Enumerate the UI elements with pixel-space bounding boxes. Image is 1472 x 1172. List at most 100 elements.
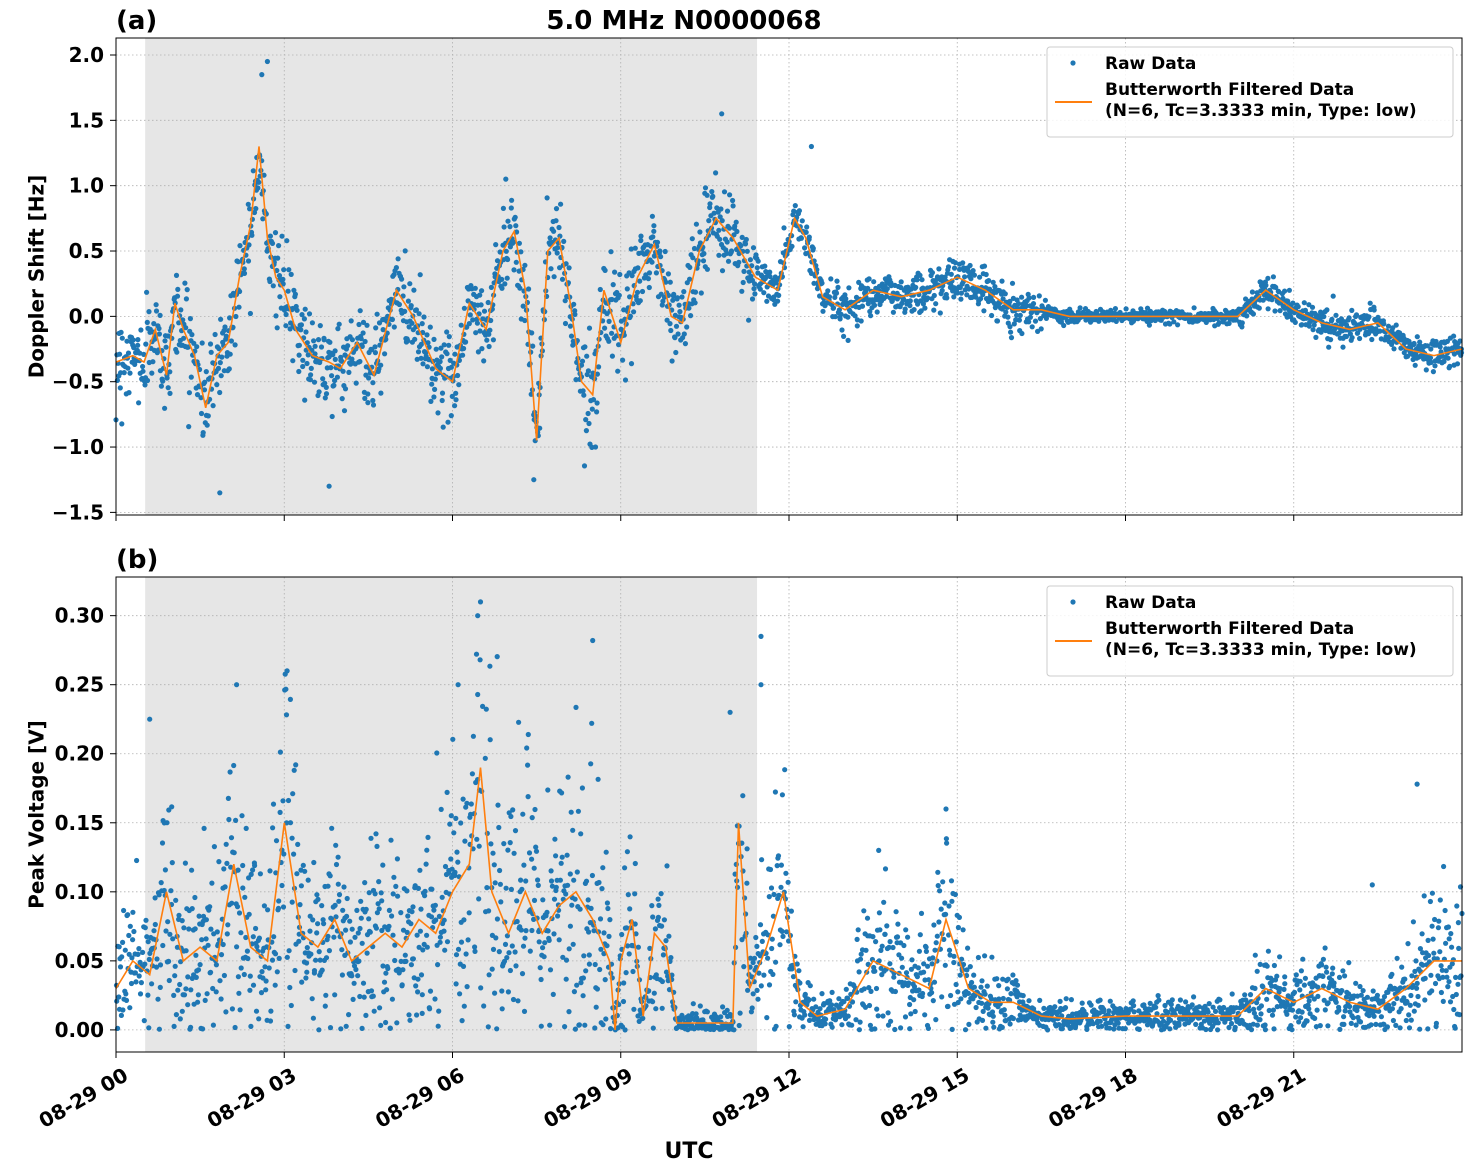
raw-data-point (704, 1009, 711, 1015)
raw-data-point (1191, 305, 1197, 311)
raw-data-point (137, 991, 144, 997)
raw-data-point (959, 956, 965, 962)
raw-data-point (366, 375, 372, 381)
raw-data-point (785, 879, 791, 885)
raw-data-point (872, 302, 878, 308)
raw-data-point (144, 289, 150, 295)
raw-data-point (556, 224, 562, 231)
raw-data-point (893, 909, 899, 915)
raw-data-point (829, 1002, 835, 1008)
raw-data-point (316, 389, 322, 395)
raw-data-point (118, 329, 124, 335)
raw-data-point (455, 372, 461, 379)
raw-data-point (1250, 311, 1256, 317)
raw-data-point (808, 270, 815, 276)
raw-data-point (714, 205, 720, 211)
raw-data-point (221, 866, 227, 872)
raw-data-point (384, 987, 390, 993)
raw-data-point (751, 286, 757, 292)
raw-data-point (837, 316, 843, 322)
raw-data-point (170, 936, 176, 942)
raw-data-point (232, 342, 238, 348)
raw-data-point (340, 368, 346, 374)
raw-data-point (291, 287, 297, 293)
raw-data-point (1299, 1009, 1305, 1015)
raw-data-point (165, 919, 171, 925)
chart-title: 5.0 MHz N0000068 (546, 6, 821, 36)
raw-data-point (1454, 903, 1460, 909)
raw-data-point (208, 926, 214, 932)
raw-data-point (964, 967, 970, 973)
y-tick-label: 0.00 (55, 1018, 104, 1042)
raw-data-point (1412, 362, 1418, 368)
raw-data-point (299, 312, 305, 318)
raw-data-point (160, 378, 166, 384)
raw-data-point (747, 257, 754, 263)
raw-data-point (274, 325, 280, 331)
raw-data-point (182, 860, 188, 866)
raw-data-point (432, 376, 438, 382)
raw-data-point (1294, 982, 1300, 988)
raw-data-point (140, 368, 146, 374)
y-tick-label: 0.05 (55, 949, 104, 973)
raw-data-point (197, 962, 203, 968)
raw-data-point (548, 868, 554, 874)
raw-data-point (473, 330, 479, 336)
raw-data-point (1042, 297, 1048, 303)
raw-data-point (419, 992, 425, 998)
raw-data-point (172, 300, 178, 306)
raw-data-point (401, 284, 407, 290)
raw-data-point (215, 365, 222, 371)
raw-data-point (244, 948, 250, 954)
raw-data-point (151, 321, 157, 327)
raw-data-point (179, 918, 185, 924)
raw-data-point (389, 316, 395, 323)
raw-data-point (1367, 300, 1373, 306)
raw-data-point (1433, 1020, 1439, 1026)
raw-data-point (650, 234, 656, 240)
raw-data-point (1084, 1026, 1090, 1032)
raw-data-point (1113, 318, 1119, 324)
raw-data-point (1393, 1022, 1399, 1028)
raw-data-point (508, 813, 514, 820)
raw-data-point (379, 927, 385, 934)
raw-data-point (1456, 945, 1462, 952)
raw-data-point (142, 925, 148, 931)
raw-data-point (256, 935, 262, 941)
raw-data-point (1366, 314, 1372, 320)
raw-data-point (941, 936, 947, 943)
raw-data-point (968, 276, 974, 282)
raw-data-point (731, 1027, 737, 1033)
raw-data-point (145, 939, 151, 945)
raw-data-point (231, 850, 237, 856)
raw-data-point (408, 303, 414, 309)
raw-data-point (175, 987, 181, 993)
raw-data-point (656, 902, 662, 909)
raw-data-point (804, 224, 810, 230)
raw-data-point (117, 385, 123, 391)
raw-data-point (1281, 986, 1287, 993)
y-tick-label: 2.0 (69, 43, 104, 67)
raw-data-point (544, 195, 550, 201)
raw-data-point (152, 895, 158, 901)
raw-data-point (488, 841, 494, 847)
raw-data-point (476, 896, 482, 902)
raw-data-point (421, 314, 427, 320)
raw-data-point (1381, 994, 1388, 1000)
raw-data-point (463, 339, 469, 345)
raw-data-point (1440, 998, 1446, 1005)
raw-data-point (1364, 994, 1370, 1000)
raw-data-point (949, 898, 955, 904)
raw-data-point (1340, 968, 1346, 974)
raw-data-point (609, 296, 615, 303)
raw-data-point (670, 297, 676, 303)
raw-data-point (583, 878, 590, 884)
raw-data-point (1002, 291, 1008, 297)
raw-data-point (467, 312, 473, 318)
raw-data-point (241, 270, 248, 276)
raw-data-point (944, 295, 950, 301)
raw-data-point (521, 862, 527, 868)
raw-data-point (512, 214, 518, 220)
raw-data-point (555, 902, 562, 908)
raw-data-point (488, 317, 494, 324)
